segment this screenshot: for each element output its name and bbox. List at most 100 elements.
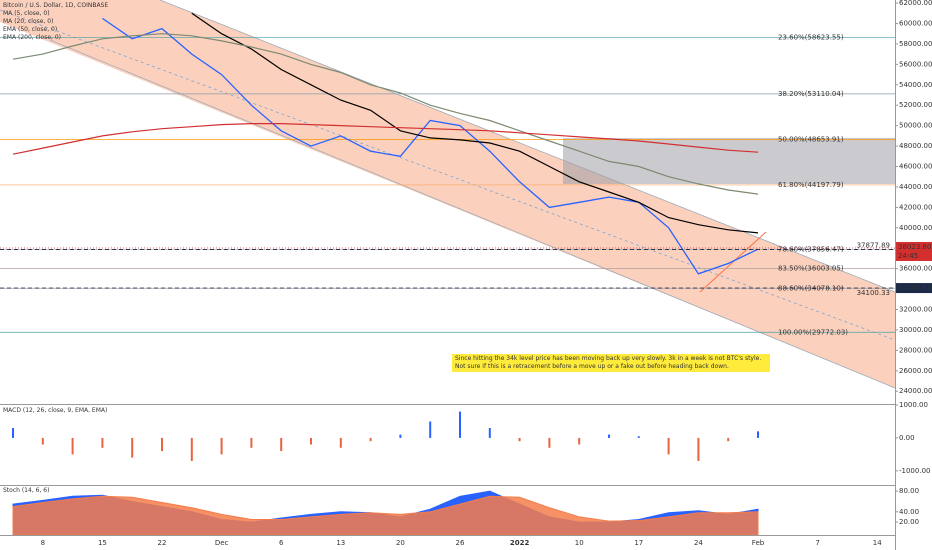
y-tick-label: 56000.00 [899, 60, 932, 68]
x-tick-label: 14 [873, 539, 882, 547]
x-tick-label: 20 [396, 539, 405, 547]
x-tick-label: 8 [41, 539, 45, 547]
price-axis [895, 0, 932, 550]
y-tick-label: 44000.00 [899, 183, 932, 191]
y-tick-label: 1000.00 [899, 401, 928, 409]
y-tick-label: 62000.00 [899, 0, 932, 7]
price-line [102, 17, 759, 275]
price-line [12, 33, 759, 195]
macd-bar [161, 437, 163, 452]
y-tick-label: 32000.00 [899, 306, 932, 314]
macd-bar [578, 437, 581, 445]
price-line-label: 37877.89 [857, 241, 890, 249]
fib-label: 83.50%(36003.05) [778, 265, 844, 273]
x-tick-label: 26 [456, 539, 465, 547]
channel-mid [0, 9, 896, 341]
macd-bar [667, 437, 670, 455]
channel-edge [49, 39, 896, 389]
x-tick-label: 22 [158, 539, 167, 547]
macd-bar [548, 437, 551, 448]
macd-bar [131, 437, 134, 458]
y-tick-label: 80.00 [899, 487, 919, 495]
fib-label: 50.00%(48653.91) [778, 135, 844, 143]
x-tick-label: 17 [634, 539, 643, 547]
macd-bar [727, 437, 730, 442]
legend-entry: MA (5, close, 0) [3, 10, 50, 17]
macd-bar [608, 434, 610, 438]
last-price-tag [896, 241, 932, 261]
price-line [191, 12, 759, 234]
macd-bar [697, 437, 700, 461]
pane-title: Stoch (14, 6, 6) [3, 487, 50, 494]
fib-label: 100.00%(29772.03) [778, 328, 848, 336]
y-tick-label: 26000.00 [899, 367, 932, 375]
y-tick-label: 60000.00 [899, 19, 932, 27]
zone-box [563, 138, 895, 184]
x-tick-label: 13 [336, 539, 345, 547]
countdown: 24:45 [898, 252, 918, 260]
legend-entry: EMA (200, close, 0) [3, 34, 62, 41]
y-tick-label: 52000.00 [899, 101, 932, 109]
price-tag [896, 283, 932, 294]
legend: Bitcoin / U.S. Dollar, 1D, COINBASE MA (… [3, 2, 108, 42]
macd-bar [41, 437, 44, 445]
x-tick-label: 6 [279, 539, 284, 547]
price-line [12, 123, 759, 155]
y-tick-label: 20.00 [899, 518, 919, 526]
macd-bar [637, 436, 640, 438]
fib-label: 78.60%(37856.47) [778, 246, 844, 254]
macd-bar [71, 437, 74, 455]
macd-bar [190, 437, 193, 461]
fib-label: 23.60%(58623.55) [778, 34, 844, 42]
y-tick-label: 42000.00 [899, 203, 932, 211]
trend-line [699, 231, 767, 293]
y-tick-label: 48000.00 [899, 142, 932, 150]
macd-bar [339, 437, 342, 448]
macd-bar [459, 411, 461, 438]
macd-bar [369, 437, 372, 442]
macd-bar [488, 428, 491, 438]
fib-label: 88.60%(34078.10) [778, 284, 844, 292]
last-price-text: 38023.80 [898, 243, 931, 251]
legend-title: Bitcoin / U.S. Dollar, 1D, COINBASE [3, 2, 109, 9]
macd-bar [518, 437, 521, 442]
macd-bar [220, 437, 223, 455]
y-tick-label: 28000.00 [899, 346, 932, 354]
fib-label: 61.80%(44197.79) [778, 181, 844, 189]
fib-label: 38.20%(53110.04) [778, 90, 844, 98]
x-tick-label: 7 [815, 539, 819, 547]
x-tick-label: 15 [98, 539, 107, 547]
x-tick-label: 2022 [510, 539, 530, 547]
y-tick-label: 36000.00 [899, 265, 932, 273]
channel-edge [159, 0, 896, 293]
legend-entry: EMA (50, close, 0) [3, 26, 58, 33]
pane-title: MACD (12, 26, close, 9, EMA, EMA) [3, 407, 108, 414]
stoch-area [12, 495, 759, 536]
price-tag-text: 34100.33 [898, 284, 931, 292]
y-tick-label: 50000.00 [899, 122, 932, 130]
macd-bar [250, 437, 253, 448]
macd-bar [399, 434, 402, 438]
channel [0, 0, 895, 388]
y-tick-label: 24000.00 [899, 387, 932, 395]
macd-bar [101, 437, 104, 448]
macd-bar [12, 428, 14, 438]
x-tick-label: Dec [215, 539, 229, 547]
y-tick-label: 30000.00 [899, 326, 932, 334]
macd-bar [310, 437, 312, 445]
y-tick-label: 40000.00 [899, 224, 932, 232]
y-tick-label: 0.00 [899, 434, 915, 442]
y-tick-label: -1000.00 [899, 467, 930, 475]
annotation: Since hitting the 34k level price has be… [452, 354, 770, 372]
y-tick-label: 54000.00 [899, 81, 932, 89]
x-tick-label: 10 [575, 539, 584, 547]
y-tick-label: 58000.00 [899, 40, 932, 48]
y-tick-label: 46000.00 [899, 163, 932, 171]
x-tick-label: 24 [694, 539, 703, 547]
macd-bar [757, 431, 759, 438]
y-tick-label: 40.00 [899, 508, 919, 516]
x-tick-label: Feb [752, 539, 765, 547]
macd-bar [280, 437, 283, 452]
legend-entry: MA (20, close, 0) [3, 18, 54, 25]
